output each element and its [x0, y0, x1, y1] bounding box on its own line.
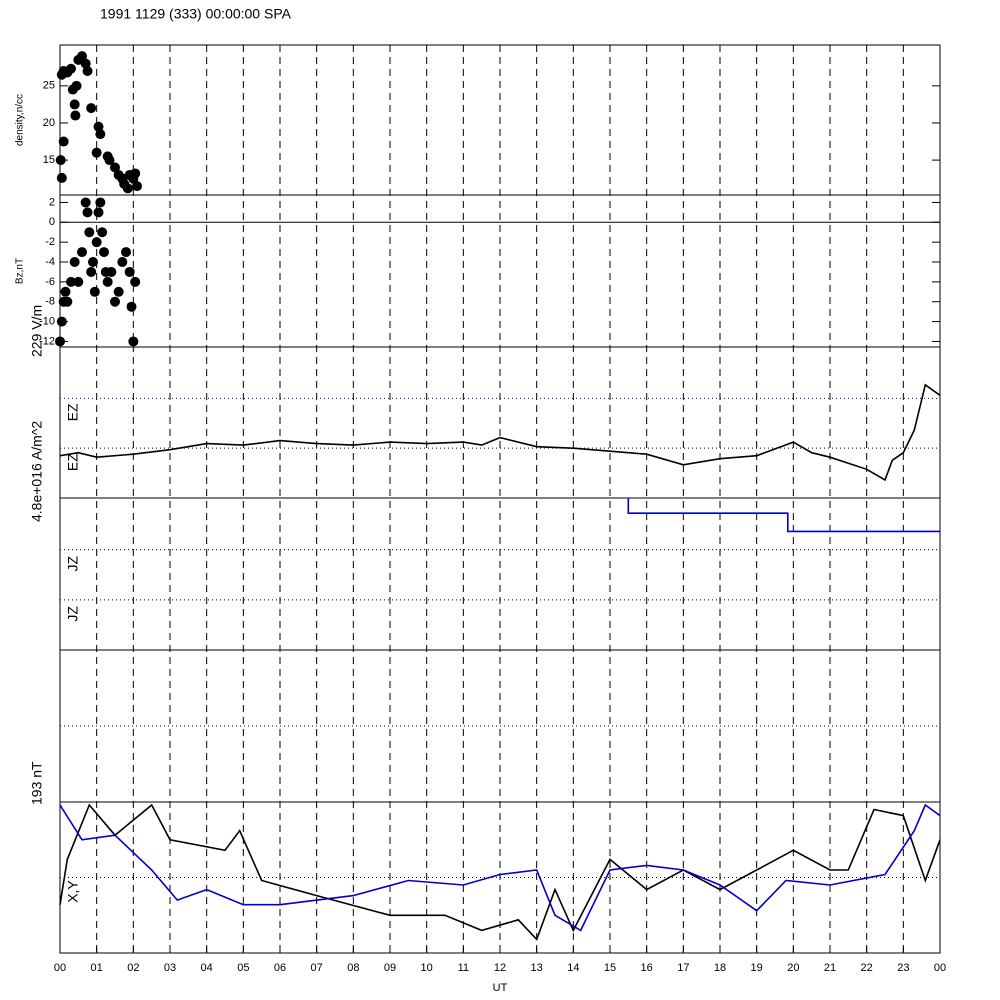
x-tick-label: 00 [934, 962, 946, 974]
y-tick-label: -10 [39, 315, 55, 327]
x-tick-label: 00 [54, 962, 66, 974]
data-point [93, 207, 104, 218]
data-point [66, 63, 76, 74]
data-point [95, 129, 106, 140]
y-axis-label: 193 nT [29, 761, 45, 805]
trace-label: JZ [65, 606, 81, 622]
trace-label: X,Y [65, 880, 81, 903]
x-tick-label: 03 [164, 962, 176, 974]
x-tick-label: 11 [458, 962, 469, 974]
data-point [86, 103, 97, 114]
x-tick-label: 10 [421, 962, 433, 974]
y-tick-label: -2 [45, 236, 55, 248]
trace-line [627, 498, 940, 533]
x-tick-label: 12 [494, 962, 506, 974]
x-tick-label: 22 [861, 962, 873, 974]
data-point [55, 155, 66, 166]
x-tick-label: 16 [641, 962, 653, 974]
data-point [88, 257, 98, 268]
data-point [130, 168, 141, 179]
data-point [58, 136, 69, 147]
trace-label: EZ [65, 453, 81, 471]
y-axis-label: density,n/cc [15, 94, 26, 146]
y-tick-label: 20 [43, 117, 55, 129]
y-tick-label: 0 [49, 216, 55, 228]
data-point [66, 276, 76, 287]
data-point [95, 197, 106, 208]
chart-title: 1991 1129 (333) 00:00:00 SPA [100, 6, 292, 22]
trace-label: JZ [65, 555, 81, 571]
data-point [73, 276, 84, 287]
data-point [113, 286, 124, 297]
data-point [132, 181, 142, 192]
x-tick-label: 15 [604, 962, 616, 974]
data-point [106, 266, 117, 277]
x-tick-label: 13 [531, 962, 543, 974]
x-tick-label: 08 [347, 962, 359, 974]
data-point [69, 257, 80, 268]
data-point [97, 227, 108, 238]
y-tick-label: -8 [45, 296, 55, 308]
x-tick-label: 19 [751, 962, 763, 974]
x-tick-label: 18 [714, 962, 726, 974]
trace-line [59, 383, 941, 482]
data-point [60, 286, 71, 297]
x-tick-label: 01 [91, 962, 103, 974]
data-point [110, 296, 120, 307]
data-point [128, 336, 139, 347]
data-point [82, 65, 93, 76]
y-axis-label: 229 V/m [29, 305, 45, 357]
data-point [117, 257, 128, 268]
data-point [122, 183, 133, 194]
trace-line [59, 803, 941, 932]
y-axis-label: Bz,nT [15, 258, 26, 284]
data-point [86, 266, 97, 277]
data-point [110, 162, 120, 173]
data-point [84, 227, 95, 238]
data-point [82, 207, 93, 218]
y-axis-label: 4.8e+016 A/m^2 [29, 421, 45, 522]
data-point [91, 237, 102, 248]
trace-label: EZ [65, 403, 81, 421]
data-point [77, 51, 87, 62]
data-point [56, 172, 67, 183]
data-point [71, 80, 82, 91]
x-tick-label: 17 [677, 962, 689, 974]
y-tick-label: -6 [45, 276, 55, 288]
x-tick-label: 02 [127, 962, 139, 974]
x-tick-label: 06 [274, 962, 286, 974]
data-point [62, 296, 73, 307]
x-tick-label: 09 [384, 962, 396, 974]
trace-line [59, 803, 941, 941]
x-axis-label: UT [493, 982, 508, 994]
x-tick-label: 05 [237, 962, 249, 974]
x-tick-label: 07 [311, 962, 323, 974]
x-tick-label: 04 [201, 962, 213, 974]
data-point [69, 99, 80, 110]
data-point [70, 110, 81, 121]
data-point [104, 155, 115, 166]
x-tick-label: 21 [824, 962, 836, 974]
data-point [89, 286, 100, 297]
y-tick-label: 15 [43, 154, 55, 166]
x-tick-label: 14 [567, 962, 579, 974]
data-point [55, 336, 65, 347]
data-point [126, 301, 137, 312]
data-point [124, 266, 135, 277]
data-point [77, 247, 87, 258]
y-tick-label: 25 [43, 80, 55, 92]
data-point [102, 276, 113, 287]
x-tick-label: 20 [787, 962, 799, 974]
data-point [80, 197, 91, 208]
y-tick-label: -12 [39, 335, 55, 347]
x-tick-label: 23 [897, 962, 909, 974]
data-point [130, 276, 141, 287]
y-tick-label: 2 [49, 196, 55, 208]
y-tick-label: -4 [45, 256, 55, 268]
data-point [56, 316, 67, 327]
data-point [121, 247, 131, 258]
data-point [91, 147, 102, 158]
data-point [99, 247, 109, 258]
